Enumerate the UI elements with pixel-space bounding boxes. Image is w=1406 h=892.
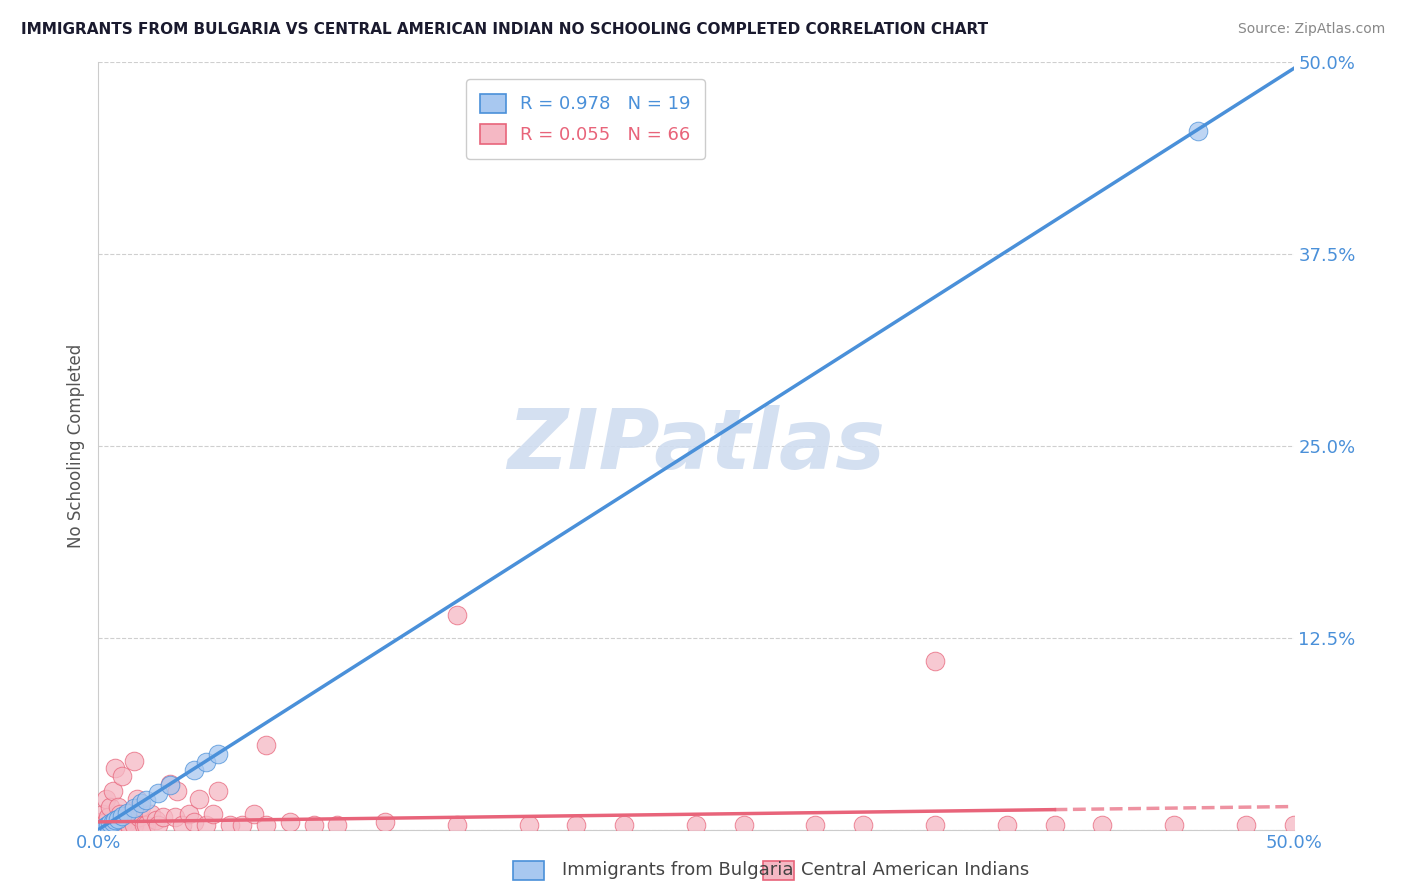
Point <box>254 738 277 752</box>
Point <box>98 818 122 832</box>
Point <box>163 810 186 824</box>
Point <box>91 821 114 835</box>
Point <box>159 776 181 790</box>
Point <box>135 818 157 832</box>
Point <box>159 778 181 792</box>
Point <box>278 814 301 829</box>
Point <box>107 818 129 832</box>
Point <box>1187 124 1209 138</box>
Point <box>101 814 124 829</box>
Point <box>183 763 205 777</box>
Point <box>121 804 143 818</box>
Point <box>107 799 129 814</box>
Text: Source: ZipAtlas.com: Source: ZipAtlas.com <box>1237 22 1385 37</box>
Point <box>207 784 229 798</box>
Point <box>172 818 194 832</box>
Point <box>97 810 120 824</box>
Point <box>166 784 188 798</box>
Point <box>101 784 124 798</box>
Point <box>1234 818 1257 832</box>
Point <box>219 818 242 832</box>
Point <box>1091 818 1114 832</box>
Point <box>125 792 148 806</box>
Point <box>124 801 146 815</box>
Point <box>94 792 117 806</box>
Point <box>91 807 114 822</box>
Point <box>111 809 134 823</box>
Point <box>195 818 218 832</box>
Point <box>131 799 153 814</box>
Point <box>124 754 146 768</box>
Point <box>139 807 162 822</box>
Point <box>98 816 122 830</box>
Point <box>128 810 150 824</box>
Point <box>243 807 266 822</box>
Text: Immigrants from Bulgaria: Immigrants from Bulgaria <box>562 861 794 879</box>
Point <box>1163 818 1185 832</box>
Text: IMMIGRANTS FROM BULGARIA VS CENTRAL AMERICAN INDIAN NO SCHOOLING COMPLETED CORRE: IMMIGRANTS FROM BULGARIA VS CENTRAL AMER… <box>21 22 988 37</box>
Point <box>94 820 117 834</box>
Text: Central American Indians: Central American Indians <box>801 861 1029 879</box>
Point <box>111 818 134 832</box>
Point <box>124 818 146 832</box>
Point <box>108 807 131 822</box>
Point <box>326 818 349 832</box>
Point <box>104 761 127 775</box>
Point <box>90 822 112 837</box>
Point <box>517 818 540 832</box>
Point <box>685 818 707 832</box>
Point <box>446 607 468 622</box>
Point <box>195 755 218 769</box>
Point <box>202 807 225 822</box>
Point <box>148 786 170 800</box>
Point <box>924 818 946 832</box>
Point <box>733 818 755 832</box>
Point <box>107 812 129 826</box>
Point <box>94 814 117 829</box>
Point <box>132 818 155 832</box>
Point <box>179 807 201 822</box>
Point <box>207 747 229 762</box>
Y-axis label: No Schooling Completed: No Schooling Completed <box>66 344 84 548</box>
Point <box>131 797 153 811</box>
Point <box>804 818 827 832</box>
Point <box>114 810 136 824</box>
Point <box>613 818 636 832</box>
Point <box>115 814 138 829</box>
Point <box>231 818 253 832</box>
Point <box>183 814 205 829</box>
Point <box>152 810 174 824</box>
Point <box>97 818 120 832</box>
Point <box>118 818 141 832</box>
Point <box>135 793 157 807</box>
Point <box>446 818 468 832</box>
Point <box>104 814 127 828</box>
Point <box>924 654 946 668</box>
Point <box>148 818 170 832</box>
Point <box>565 818 588 832</box>
Point <box>115 805 138 820</box>
Point <box>254 818 277 832</box>
Point <box>98 799 122 814</box>
Text: ZIPatlas: ZIPatlas <box>508 406 884 486</box>
Point <box>90 814 112 829</box>
Point <box>1282 818 1305 832</box>
Point <box>374 814 396 829</box>
Point <box>111 769 134 783</box>
Point <box>104 814 127 829</box>
Legend: R = 0.978   N = 19, R = 0.055   N = 66: R = 0.978 N = 19, R = 0.055 N = 66 <box>465 79 704 159</box>
Point <box>302 818 325 832</box>
Point <box>852 818 875 832</box>
Point <box>1043 818 1066 832</box>
Point <box>187 792 209 806</box>
Point <box>145 814 167 828</box>
Point <box>995 818 1018 832</box>
